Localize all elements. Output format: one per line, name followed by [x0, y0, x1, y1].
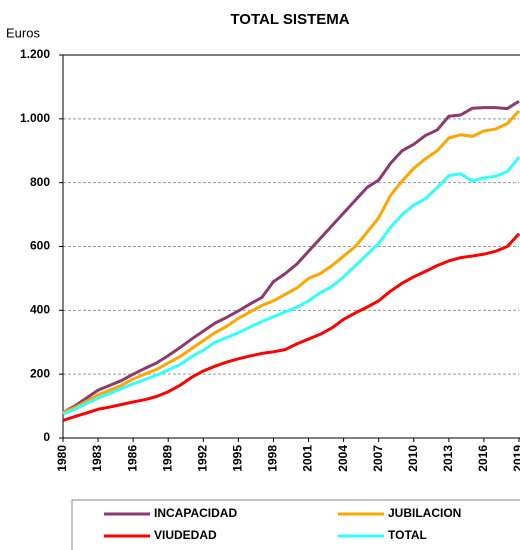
x-tick-label: 2001 [301, 445, 315, 472]
x-tick-label: 1992 [195, 445, 209, 472]
series-line [62, 100, 520, 414]
series-line [62, 109, 520, 414]
x-tick-label: 2013 [441, 445, 455, 472]
x-tick-label: 1980 [55, 445, 69, 472]
series-line [62, 232, 520, 422]
y-axis-label: Euros [6, 25, 40, 40]
x-tick-label: 1989 [160, 445, 174, 472]
legend-label: TOTAL [388, 528, 427, 542]
y-tick-label: 600 [30, 239, 50, 253]
x-tick-label: 2007 [371, 445, 385, 472]
x-tick-label: 2016 [476, 445, 490, 472]
y-tick-label: 800 [30, 175, 50, 189]
x-tick-label: 2004 [336, 445, 350, 472]
x-tick-label: 1995 [231, 445, 245, 472]
legend-label: INCAPACIDAD [154, 506, 237, 520]
legend-label: JUBILACION [388, 506, 461, 520]
series-line [62, 156, 520, 416]
y-tick-label: 400 [30, 303, 50, 317]
y-tick-label: 1.000 [20, 111, 50, 125]
x-tick-label: 1986 [125, 445, 139, 472]
legend-label: VIUDEDAD [154, 528, 217, 542]
x-tick-label: 2019 [511, 445, 520, 472]
chart-title: TOTAL SISTEMA [230, 11, 349, 28]
y-tick-label: 0 [43, 430, 50, 444]
x-tick-label: 1998 [266, 445, 280, 472]
x-tick-label: 1983 [90, 445, 104, 472]
legend-box [71, 499, 520, 550]
plot-frame [62, 54, 520, 439]
x-tick-label: 2010 [406, 445, 420, 472]
y-tick-label: 200 [30, 366, 50, 380]
y-tick-label: 1.200 [20, 47, 50, 61]
